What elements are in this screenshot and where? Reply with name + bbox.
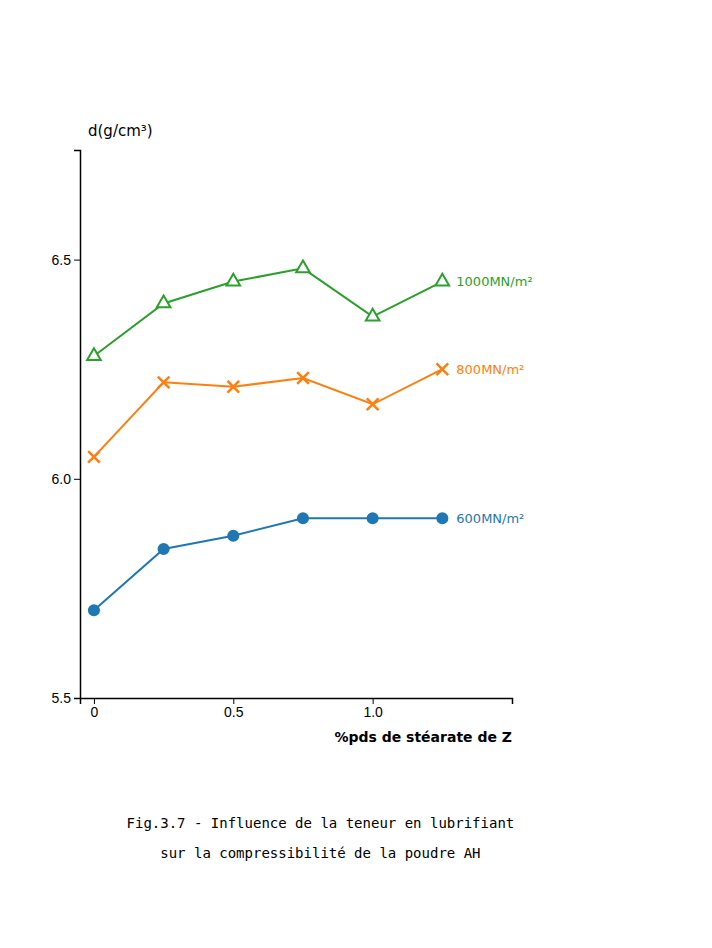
series-label: 800MN/m² [456, 362, 524, 377]
y-axis-title: d(g/cm³) [88, 122, 153, 140]
tick-mark [74, 479, 80, 480]
tick-label: 6.0 [52, 471, 72, 487]
tick-label: 0.5 [224, 704, 244, 720]
tick-mark [74, 260, 80, 261]
point [436, 274, 450, 286]
series-line [94, 369, 442, 457]
series-label: 1000MN/m² [456, 274, 532, 289]
point [437, 513, 447, 523]
tick: 5.5 [52, 690, 80, 706]
series-line [94, 518, 442, 610]
x-axis-line [81, 699, 513, 705]
series-line [94, 268, 442, 356]
tick-label: 1.0 [363, 704, 383, 720]
point [367, 398, 379, 410]
tick: 1.0 [363, 698, 383, 720]
tick: 6.0 [52, 471, 80, 487]
point [368, 513, 378, 523]
point [366, 309, 380, 321]
x-axis: 0 0.5 1.0 [81, 698, 513, 720]
point [159, 544, 169, 554]
marks [87, 261, 449, 616]
tick-label: 0 [91, 704, 99, 720]
tick: 0 [91, 698, 99, 720]
plot: 0 0.5 1.0 5.5 6.0 6.5 600MN/m² 800MN/m² 1000MN/m… [52, 122, 533, 745]
point [437, 363, 449, 375]
chart: 0 0.5 1.0 5.5 6.0 6.5 600MN/m² 800MN/m² 1000MN/m… [0, 0, 712, 948]
tick: 6.5 [52, 252, 80, 268]
point [87, 348, 101, 360]
series-labels: 600MN/m² 800MN/m² 1000MN/m² [456, 274, 532, 526]
point [157, 296, 171, 308]
point [88, 451, 100, 463]
point [226, 274, 240, 286]
point [89, 605, 99, 615]
x-axis-title: %pds de stéarate de Z [334, 729, 512, 745]
tick-label: 5.5 [52, 690, 72, 706]
point [158, 377, 170, 389]
tick-mark [74, 698, 80, 699]
point [297, 372, 309, 384]
series-label: 600MN/m² [456, 511, 524, 526]
caption: sur la compressibilité de la poudre AH [160, 845, 480, 861]
point [227, 381, 239, 393]
point [228, 531, 238, 541]
point [296, 261, 310, 273]
caption: Fig.3.7 - Influence de la teneur en lubr… [127, 815, 515, 831]
y-axis: 5.5 6.0 6.5 [52, 151, 81, 706]
captions: Fig.3.7 - Influence de la teneur en lubr… [127, 815, 515, 861]
tick: 0.5 [224, 698, 244, 720]
tick-label: 6.5 [52, 252, 72, 268]
y-axis-line [74, 151, 81, 699]
point [298, 513, 308, 523]
